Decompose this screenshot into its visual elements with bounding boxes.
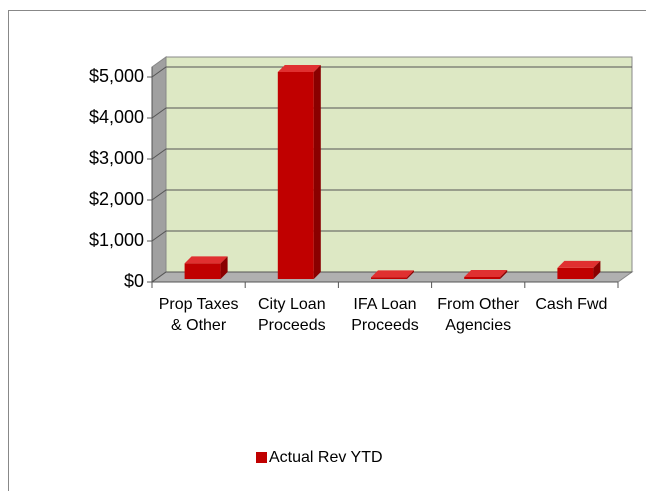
bar-face bbox=[557, 260, 601, 268]
bar bbox=[557, 260, 601, 279]
bar-face bbox=[220, 256, 228, 279]
bar-face bbox=[371, 277, 407, 279]
x-tick-label: City Loan Proceeds bbox=[258, 296, 326, 334]
bar-face bbox=[407, 270, 414, 279]
y-tick-label: $3,000 bbox=[89, 148, 144, 168]
bar-face bbox=[277, 64, 321, 72]
bar-face bbox=[371, 270, 414, 278]
grid-line bbox=[151, 66, 632, 78]
grid-line bbox=[151, 189, 632, 201]
back-wall bbox=[165, 56, 633, 273]
side-wall bbox=[151, 56, 167, 283]
bar-face bbox=[464, 276, 501, 279]
x-tick-label: Cash Fwd bbox=[535, 296, 608, 313]
y-tick-label: $5,000 bbox=[89, 66, 144, 86]
bar-face bbox=[184, 263, 221, 279]
x-tick-label: Prop Taxes & Other bbox=[158, 296, 239, 334]
y-tick-label: $0 bbox=[124, 271, 144, 291]
y-tick-label: $2,000 bbox=[89, 189, 144, 209]
legend-label: Actual Rev YTD bbox=[269, 449, 383, 466]
bar-face bbox=[464, 269, 508, 277]
x-tick-label: From Other Agencies bbox=[437, 296, 520, 334]
bar-face bbox=[593, 260, 601, 279]
grid-line bbox=[151, 107, 632, 119]
y-tick-label: $1,000 bbox=[89, 230, 144, 250]
bar-face bbox=[313, 64, 321, 279]
bar bbox=[277, 64, 321, 279]
bar-face bbox=[500, 269, 508, 279]
bar-face bbox=[184, 256, 228, 264]
grid-line bbox=[151, 148, 632, 160]
legend-swatch bbox=[256, 452, 267, 463]
bar-face bbox=[277, 71, 314, 279]
grid-line bbox=[151, 230, 632, 242]
x-tick-label: IFA Loan Proceeds bbox=[351, 296, 419, 334]
bar-face bbox=[557, 267, 594, 279]
bar bbox=[184, 256, 228, 279]
bar bbox=[371, 270, 414, 279]
y-tick-label: $4,000 bbox=[89, 107, 144, 127]
bar bbox=[464, 269, 508, 279]
